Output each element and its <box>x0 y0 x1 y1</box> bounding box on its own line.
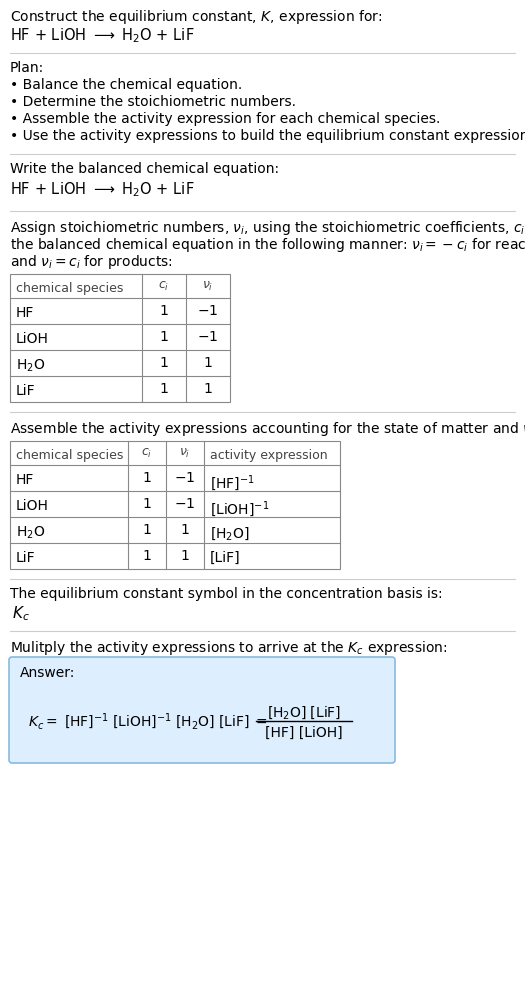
Text: • Balance the chemical equation.: • Balance the chemical equation. <box>10 78 242 92</box>
Text: Plan:: Plan: <box>10 61 44 75</box>
Text: and $\nu_i = c_i$ for products:: and $\nu_i = c_i$ for products: <box>10 253 173 271</box>
Text: • Determine the stoichiometric numbers.: • Determine the stoichiometric numbers. <box>10 95 296 109</box>
Text: $-1$: $-1$ <box>174 471 196 485</box>
Text: Write the balanced chemical equation:: Write the balanced chemical equation: <box>10 162 279 176</box>
Text: HF + LiOH $\longrightarrow$ H$_2$O + LiF: HF + LiOH $\longrightarrow$ H$_2$O + LiF <box>10 180 194 199</box>
Text: the balanced chemical equation in the following manner: $\nu_i = -c_i$ for react: the balanced chemical equation in the fo… <box>10 236 525 254</box>
Text: LiOH: LiOH <box>16 499 49 513</box>
Text: $K_c$: $K_c$ <box>12 604 30 623</box>
Text: • Assemble the activity expression for each chemical species.: • Assemble the activity expression for e… <box>10 112 440 126</box>
Text: $-1$: $-1$ <box>197 304 218 318</box>
Text: $-1$: $-1$ <box>197 330 218 344</box>
Text: LiOH: LiOH <box>16 332 49 346</box>
Text: [LiF]: [LiF] <box>210 551 240 565</box>
Text: $1$: $1$ <box>180 523 190 537</box>
Text: LiF: LiF <box>16 551 36 565</box>
Text: $-1$: $-1$ <box>174 497 196 511</box>
Text: 1: 1 <box>160 304 169 318</box>
Bar <box>10 441 340 569</box>
Text: $c_i$: $c_i$ <box>141 447 153 459</box>
Text: $1$: $1$ <box>180 549 190 563</box>
Text: Assemble the activity expressions accounting for the state of matter and $\nu_i$: Assemble the activity expressions accoun… <box>10 420 525 438</box>
Text: $1$: $1$ <box>203 382 213 396</box>
Text: 1: 1 <box>143 523 151 537</box>
Text: 1: 1 <box>160 382 169 396</box>
Text: $1$: $1$ <box>203 356 213 370</box>
Text: $K_c = $ [HF]$^{-1}$ [LiOH]$^{-1}$ [H$_2$O] [LiF] $=$: $K_c = $ [HF]$^{-1}$ [LiOH]$^{-1}$ [H$_2… <box>28 712 268 733</box>
Text: [LiOH]$^{-1}$: [LiOH]$^{-1}$ <box>210 499 269 519</box>
Text: [H$_2$O] [LiF]: [H$_2$O] [LiF] <box>267 705 341 722</box>
Text: $\nu_i$: $\nu_i$ <box>202 279 214 293</box>
Text: H$_2$O: H$_2$O <box>16 358 45 375</box>
Text: activity expression: activity expression <box>210 449 328 462</box>
Text: 1: 1 <box>143 549 151 563</box>
Text: The equilibrium constant symbol in the concentration basis is:: The equilibrium constant symbol in the c… <box>10 587 443 601</box>
Text: H$_2$O: H$_2$O <box>16 525 45 541</box>
Text: • Use the activity expressions to build the equilibrium constant expression.: • Use the activity expressions to build … <box>10 129 525 143</box>
Text: Construct the equilibrium constant, $K$, expression for:: Construct the equilibrium constant, $K$,… <box>10 8 383 26</box>
Text: 1: 1 <box>160 330 169 344</box>
Text: HF: HF <box>16 306 34 320</box>
Text: Answer:: Answer: <box>20 666 76 680</box>
Text: chemical species: chemical species <box>16 282 123 295</box>
Text: Assign stoichiometric numbers, $\nu_i$, using the stoichiometric coefficients, $: Assign stoichiometric numbers, $\nu_i$, … <box>10 219 525 237</box>
Text: 1: 1 <box>143 471 151 485</box>
Text: 1: 1 <box>160 356 169 370</box>
Bar <box>10 274 230 402</box>
Text: [HF]$^{-1}$: [HF]$^{-1}$ <box>210 473 255 493</box>
Text: $\nu_i$: $\nu_i$ <box>180 447 191 459</box>
Text: chemical species: chemical species <box>16 449 123 462</box>
Text: LiF: LiF <box>16 384 36 398</box>
Text: [HF] [LiOH]: [HF] [LiOH] <box>265 726 343 740</box>
Text: HF: HF <box>16 473 34 487</box>
Text: 1: 1 <box>143 497 151 511</box>
FancyBboxPatch shape <box>9 657 395 763</box>
Text: $c_i$: $c_i$ <box>159 279 170 293</box>
Text: HF + LiOH $\longrightarrow$ H$_2$O + LiF: HF + LiOH $\longrightarrow$ H$_2$O + LiF <box>10 26 194 44</box>
Text: [H$_2$O]: [H$_2$O] <box>210 525 249 541</box>
Text: Mulitply the activity expressions to arrive at the $K_c$ expression:: Mulitply the activity expressions to arr… <box>10 639 447 657</box>
